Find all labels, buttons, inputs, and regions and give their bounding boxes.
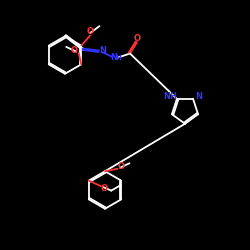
Text: N: N xyxy=(111,54,118,62)
Text: N: N xyxy=(99,46,106,55)
Text: O: O xyxy=(134,34,140,43)
Text: O: O xyxy=(86,27,94,36)
Text: O: O xyxy=(71,46,78,55)
Text: N: N xyxy=(195,92,202,102)
Text: O: O xyxy=(118,162,124,171)
Text: NH: NH xyxy=(163,92,177,102)
Text: O: O xyxy=(101,184,108,192)
Text: H: H xyxy=(115,55,121,61)
